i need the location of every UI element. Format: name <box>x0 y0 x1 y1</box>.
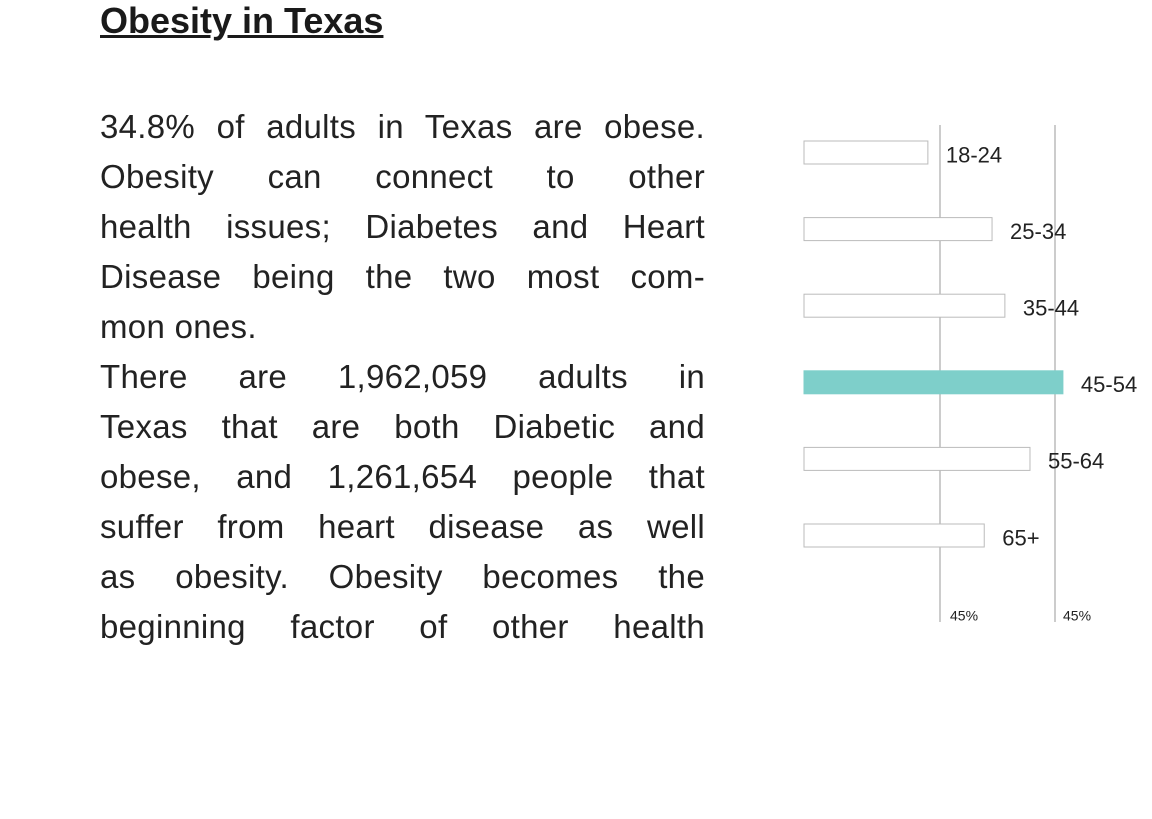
text-line: 34.8% of adults in Texas are obese. <box>100 108 705 145</box>
text-line: as obesity. Obesity becomes the <box>100 558 705 595</box>
bar <box>803 370 1064 395</box>
page-title: Obesity in Texas <box>100 0 384 41</box>
text-line: mon ones. <box>100 308 257 345</box>
category-label: 65+ <box>1002 525 1039 550</box>
category-label: 18-24 <box>946 142 1002 167</box>
bar <box>803 293 1006 318</box>
axis-label: 45% <box>1063 608 1091 624</box>
text-line: obese, and 1,261,654 people that <box>100 458 705 495</box>
bar <box>803 140 929 165</box>
bar <box>803 217 993 242</box>
text-line: beginning factor of other health <box>100 608 705 645</box>
body-text: 34.8% of adults in Texas are obese. Obesi… <box>100 102 705 652</box>
category-label: 35-44 <box>1023 296 1079 321</box>
bar <box>803 523 985 548</box>
category-label: 55-64 <box>1048 449 1104 474</box>
text-line: Obesity can connect to other <box>100 158 705 195</box>
text-line: health issues; Diabetes and Heart <box>100 208 705 245</box>
text-line: suffer from heart disease as well <box>100 508 705 545</box>
text-line: There are 1,962,059 adults in <box>100 358 705 395</box>
category-label: 45-54 <box>1081 372 1137 397</box>
bar <box>803 446 1031 471</box>
text-line: Disease being the two most com- <box>100 258 705 295</box>
axis-label: 45% <box>950 608 978 624</box>
category-label: 25-34 <box>1010 219 1066 244</box>
text-line: Texas that are both Diabetic and <box>100 408 705 445</box>
